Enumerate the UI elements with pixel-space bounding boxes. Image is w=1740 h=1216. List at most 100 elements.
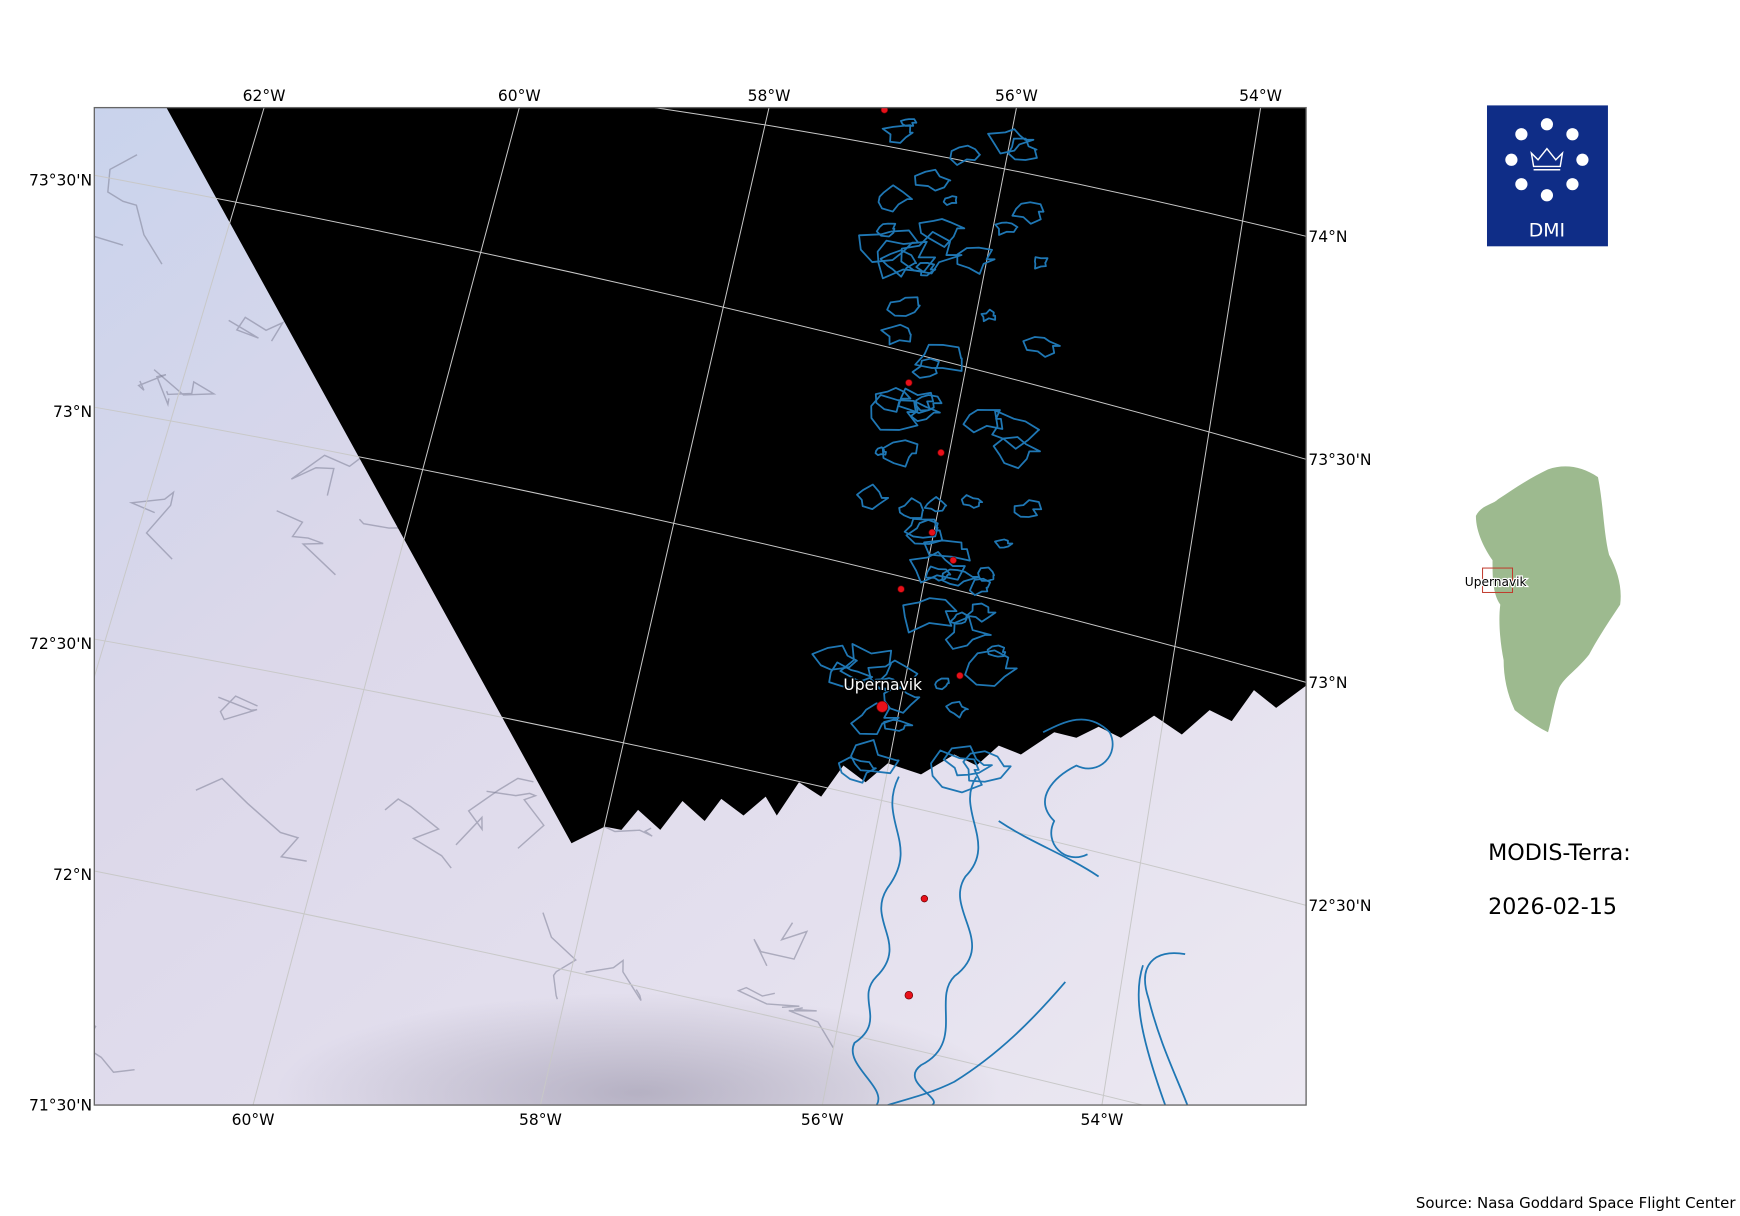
island-outline xyxy=(944,616,992,650)
dmi-logo: DMI xyxy=(1486,105,1608,247)
meridian-58w xyxy=(539,107,770,1106)
parallel-73-30n xyxy=(94,174,1307,460)
island-outline xyxy=(910,400,941,423)
ice-crack xyxy=(384,798,452,869)
logo-text: DMI xyxy=(1529,219,1565,241)
island-outline xyxy=(903,518,939,539)
left-tick: 73°30'N xyxy=(29,171,92,189)
right-tick: 73°N xyxy=(1308,674,1347,692)
island-outline xyxy=(828,661,874,690)
island-outline xyxy=(858,229,920,263)
coastline xyxy=(811,118,1189,1106)
island-outline xyxy=(879,249,918,278)
island-outline xyxy=(1034,256,1049,270)
island-outline xyxy=(987,128,1035,155)
island-outline xyxy=(980,308,997,323)
ice-crack xyxy=(107,154,163,265)
settlement-marker[interactable] xyxy=(949,556,957,564)
island-outline xyxy=(914,168,952,192)
settlement-marker[interactable] xyxy=(956,672,964,680)
island-outline xyxy=(949,611,968,625)
island-outline xyxy=(930,749,983,794)
parallel-74n xyxy=(654,107,1307,237)
island-outline xyxy=(886,296,921,317)
settlement-marker[interactable] xyxy=(937,449,945,457)
island-outline xyxy=(897,387,935,414)
island-outline xyxy=(877,184,913,213)
bottom-tick: 60°W xyxy=(232,1111,275,1129)
island-outline xyxy=(915,261,937,277)
top-tick: 56°W xyxy=(995,87,1038,105)
map-panel[interactable]: Upernavik xyxy=(17,107,1307,1110)
coastline-south-3 xyxy=(998,820,1100,878)
settlement-marker[interactable] xyxy=(897,585,905,593)
map-frame xyxy=(93,106,1307,1106)
coastline-south-1 xyxy=(851,776,902,1106)
island-outline xyxy=(905,519,944,545)
bottom-tick: 56°W xyxy=(801,1111,844,1129)
top-tick: 58°W xyxy=(748,87,791,105)
right-tick: 73°30'N xyxy=(1308,451,1371,469)
island-outline xyxy=(898,497,925,519)
island-outline xyxy=(992,436,1041,470)
island-outline xyxy=(867,659,919,691)
right-tick: 74°N xyxy=(1308,228,1347,246)
island-outline xyxy=(918,218,966,248)
left-tick: 73°N xyxy=(53,403,92,421)
ice-crack xyxy=(542,912,577,1000)
island-outline xyxy=(949,144,981,166)
inset-label: Upernavik xyxy=(1465,575,1528,589)
settlement-marker[interactable] xyxy=(928,528,936,537)
island-outline xyxy=(934,677,950,691)
island-outline xyxy=(883,718,914,732)
island-outline xyxy=(923,496,948,513)
ice-crack xyxy=(153,369,217,396)
ice-crack xyxy=(94,235,124,246)
island-outline xyxy=(850,739,900,775)
settlement-marker[interactable] xyxy=(876,700,889,713)
parallel-73n xyxy=(94,406,1307,683)
settlement-marker[interactable] xyxy=(880,107,889,114)
island-outline xyxy=(902,597,958,634)
inset-region-box xyxy=(1482,567,1514,593)
island-outline xyxy=(874,677,898,692)
island-outline xyxy=(1022,336,1061,358)
fjord-east xyxy=(1137,952,1189,1106)
coastline-east xyxy=(1042,718,1114,859)
island-outline xyxy=(874,387,912,413)
island-outline xyxy=(856,483,890,511)
island-outline xyxy=(942,195,958,206)
bottom-tick: 58°W xyxy=(519,1111,562,1129)
top-tick: 62°W xyxy=(243,87,286,105)
island-outline xyxy=(875,222,897,238)
settlement-marker[interactable] xyxy=(920,895,929,903)
island-outline xyxy=(837,756,877,784)
meridian-60w xyxy=(252,107,520,1106)
no-data-region xyxy=(166,107,1307,844)
island-outline xyxy=(900,230,963,275)
left-tick: 72°30'N xyxy=(29,635,92,653)
ice-crack xyxy=(585,958,642,1001)
island-outline xyxy=(965,602,997,623)
island-outline xyxy=(923,539,971,562)
island-outline xyxy=(1011,201,1045,225)
island-outline xyxy=(968,577,992,597)
island-outline xyxy=(977,566,995,582)
settlements xyxy=(876,107,964,1000)
island-outline xyxy=(850,702,900,736)
ice-crack xyxy=(486,790,545,849)
ice-crack xyxy=(128,490,175,560)
island-outline xyxy=(883,687,921,714)
place-label-upernavik[interactable]: Upernavik xyxy=(842,675,923,696)
axis-ticks: 62°W 60°W 58°W 56°W 54°W 60°W 58°W 56°W … xyxy=(29,87,1371,1129)
ice-crack xyxy=(290,450,370,496)
ice-crack xyxy=(94,1019,135,1074)
ice-crack xyxy=(228,316,285,342)
island-outline xyxy=(909,551,966,584)
ice-crack xyxy=(455,777,534,846)
settlement-marker[interactable] xyxy=(904,990,914,1000)
settlement-marker[interactable] xyxy=(905,379,913,387)
island-outline xyxy=(962,408,1004,434)
graticule xyxy=(94,107,1307,1106)
island-outline xyxy=(870,394,919,431)
